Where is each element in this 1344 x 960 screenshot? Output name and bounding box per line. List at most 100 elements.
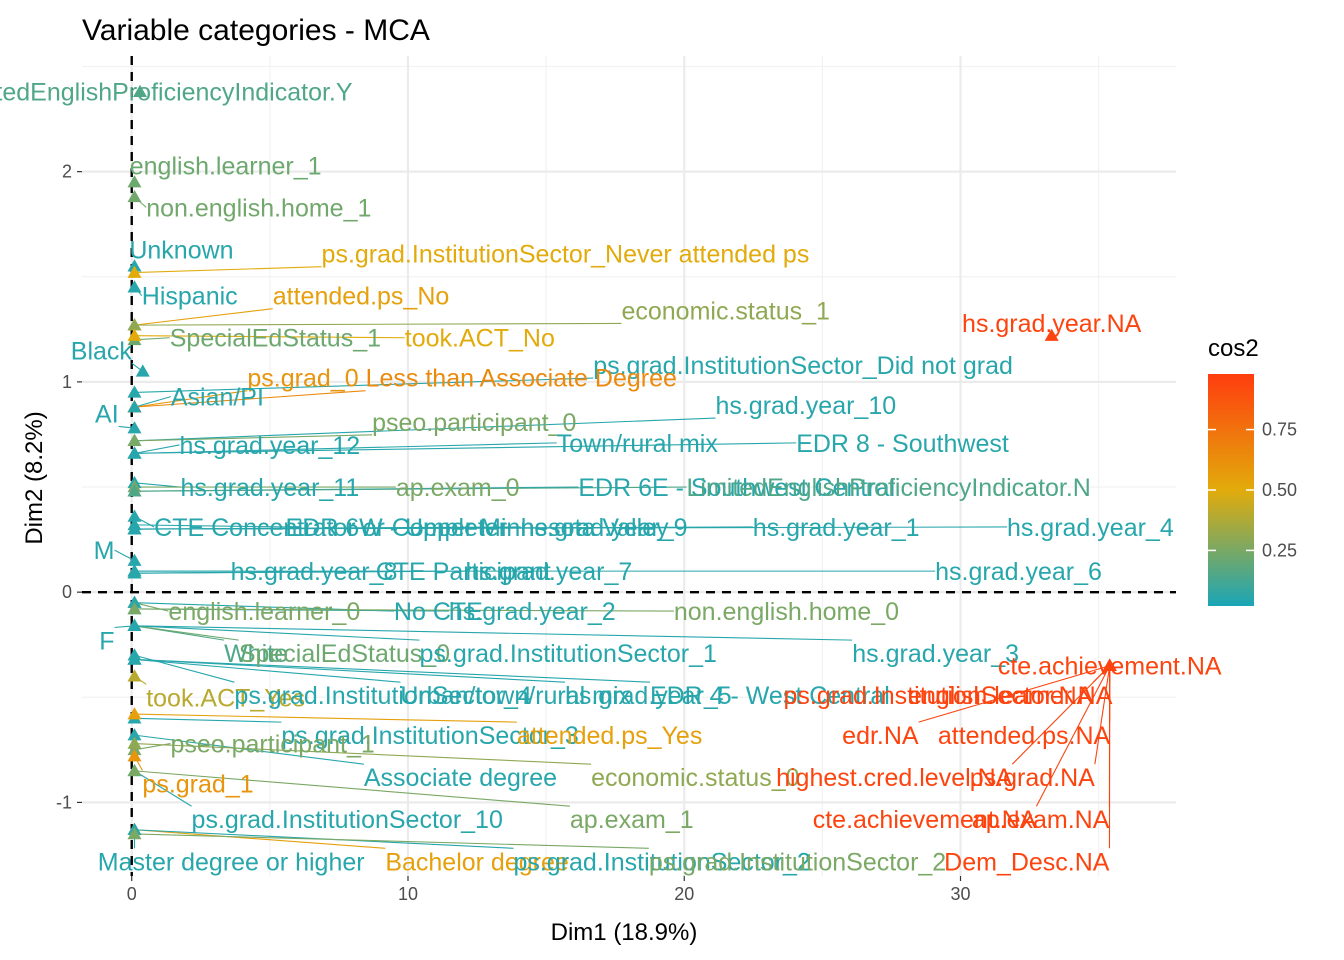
label-hs.grad.year_7: hs.grad.year_7 — [465, 558, 632, 586]
point-non.english.home_0 — [127, 601, 142, 615]
label-hs.grad.year_9: hs.grad.year_9 — [521, 514, 688, 542]
point-No CTE — [127, 595, 142, 608]
label-non.english.home_1: non.english.home_1 — [146, 194, 371, 222]
label-hs.grad.year_11: hs.grad.year_11 — [180, 474, 359, 502]
label-hs.grad.year_4: hs.grad.year_4 — [1007, 514, 1174, 542]
point-LimitedEnglishProficiencyIndicator.N — [127, 484, 142, 497]
label-hs.grad.year_3: hs.grad.year_3 — [852, 640, 1019, 668]
chart-title: Variable categories - MCA — [82, 14, 430, 47]
label-ps.grad.InstitutionSector_Did not grad: ps.grad.InstitutionSector_Did not grad — [593, 352, 1013, 380]
connector-LimitedEnglishProficiencyIndicator.N — [134, 486, 687, 492]
point-Associate degree — [127, 728, 142, 741]
point-economic.status_0 — [127, 736, 142, 749]
label-ps.grad.InstitutionSector_Never attended ps: ps.grad.InstitutionSector_Never attended… — [322, 241, 810, 269]
label-cte.achievement.NA: cte.achievement.NA — [813, 806, 1037, 834]
label-SpecialEdStatus_1: SpecialEdStatus_1 — [170, 325, 381, 353]
connector-pseo.participant_0 — [134, 434, 373, 442]
label-hs.grad.year_1: hs.grad.year_1 — [753, 514, 920, 542]
label-ps.grad.InstitutionSector_4: ps.grad.InstitutionSector_4 — [234, 682, 531, 710]
connector-non.english.home_0 — [134, 608, 674, 612]
x-tick-label: 10 — [398, 884, 418, 904]
label-hs.grad.year_5: hs.grad.year_5 — [565, 682, 732, 710]
connector-economic.status_0 — [134, 742, 592, 765]
point-hs.grad.year_4 — [127, 522, 142, 535]
connector-took.ACT_No — [134, 335, 405, 339]
connector-hs.grad.year_4 — [134, 526, 1007, 530]
x-tick-label: 30 — [950, 884, 970, 904]
label-non.english.home_0: non.english.home_0 — [674, 598, 899, 626]
label-Associate degree: Associate degree — [364, 764, 557, 792]
point-ap.exam_1 — [127, 763, 142, 777]
connector-ps.grad_0 — [134, 390, 248, 408]
point-Asian/PI — [127, 400, 142, 413]
point-Dem_Desc.NA — [1102, 658, 1117, 671]
legend-tick-label: 0.75 — [1262, 420, 1297, 440]
connector-ps.grad.InstitutionSector_Did not grad — [134, 377, 594, 393]
connector-hs.grad.year_5 — [134, 658, 565, 683]
label-pseo.participant_0: pseo.participant_0 — [372, 409, 576, 437]
label-ap.exam_1: ap.exam_1 — [570, 806, 694, 834]
label-attended.ps.NA: attended.ps.NA — [938, 722, 1111, 750]
connector-ps.grad.NA — [1094, 665, 1111, 765]
point-AI — [127, 421, 142, 434]
point-EDR 8 - Southwest — [127, 446, 142, 459]
label-ap.exam_0: ap.exam_0 — [396, 474, 520, 502]
label-ps.grad.InstitutionSector_1: ps.grad.InstitutionSector_1 — [420, 640, 717, 668]
point-attended.ps_Yes — [127, 707, 142, 720]
plot-panel: LimitedEnglishProficiencyIndicator.Y engl… — [0, 56, 1222, 876]
point-ps.grad.InstitutionSector_2 — [127, 826, 142, 840]
label-ps.grad_1: ps.grad_1 — [142, 770, 253, 798]
x-axis-title: Dim1 (18.9%) — [551, 919, 698, 946]
label-Black: Black — [71, 337, 133, 365]
point-took.ACT_No — [127, 328, 142, 341]
connector-layer — [114, 178, 1111, 849]
label-pseo.participant_1: pseo.participant_1 — [170, 731, 374, 759]
label-Bachelor degree: Bachelor degree — [385, 848, 568, 876]
connector-ap.exam_1 — [134, 770, 570, 807]
connector-attended.ps_Yes — [134, 713, 517, 723]
label-LimitedEnglishProficiencyIndicator.N: LimitedEnglishProficiencyIndicator.N — [687, 474, 1091, 502]
legend-tick-label: 0.25 — [1262, 540, 1297, 560]
connector-hs.grad.year_3 — [134, 625, 853, 641]
label-hs.grad.year_6: hs.grad.year_6 — [935, 558, 1102, 586]
label-LimitedEnglishProficiencyIndicator.Y: LimitedEnglishProficiencyIndicator.Y — [0, 79, 353, 107]
connector-hs.grad.year_12 — [134, 444, 180, 454]
point-pseo.participant_1 — [127, 742, 142, 756]
connector-EDR 8 - Southwest — [134, 442, 797, 454]
point-Hispanic — [127, 280, 142, 293]
label-ps.grad.InstitutionSector_3: ps.grad.InstitutionSector_3 — [281, 722, 578, 750]
point-hs.grad.year_3 — [127, 618, 142, 632]
label-attended.ps_Yes: attended.ps_Yes — [517, 722, 702, 750]
label-english.learner_0: english.learner_0 — [168, 598, 360, 626]
connector-Less than Associate Degree — [134, 390, 366, 408]
point-non.english.home_1 — [127, 189, 142, 203]
x-tick-label: 0 — [127, 884, 137, 904]
y-axis-title: Dim2 (8.2%) — [21, 411, 48, 544]
label-hs.grad.year_2: hs.grad.year_2 — [449, 598, 616, 626]
connector-attended.ps_No — [134, 308, 273, 326]
label-Town/rural mix: Town/rural mix — [557, 430, 719, 458]
label-Master degree or higher: Master degree or higher — [98, 848, 365, 876]
label-hs.grad.year_10: hs.grad.year_10 — [715, 392, 896, 420]
connector-ps.grad.InstitutionSector_Never attended ps — [134, 266, 322, 274]
label-CTE Participant: CTE Participant — [376, 558, 551, 586]
label-ap.exam.NA: ap.exam.NA — [972, 806, 1110, 834]
label-F: F — [99, 628, 114, 656]
connector-Asian/PI — [134, 396, 171, 408]
label-EDR 6W - Upper Minnesota Valley: EDR 6W - Upper Minnesota Valley — [286, 514, 670, 542]
label-highest.cred.level.NA: highest.cred.level.NA — [776, 764, 1013, 792]
label-cte.achievement.NA: cte.achievement.NA — [998, 653, 1222, 681]
label-White: White — [224, 640, 288, 668]
y-tick-label: 0 — [62, 582, 72, 602]
x-tick-label: 20 — [674, 884, 694, 904]
label-took.ACT_No: took.ACT_No — [405, 325, 555, 353]
point-took.ACT_Yes — [127, 669, 142, 682]
label-attended.ps_No: attended.ps_No — [273, 283, 450, 311]
connector-highest.cred.level.NA — [1011, 665, 1111, 765]
connector-EDR 4 - West Central — [134, 658, 650, 683]
label-ps.grad.InstitutionSector.NA: ps.grad.InstitutionSector.NA — [783, 682, 1093, 710]
y-tick-label: 1 — [62, 372, 72, 392]
connector-ps.grad.InstitutionSector_1 — [134, 625, 420, 641]
connector-Urban/town/rural mix — [134, 658, 401, 683]
connector-M — [114, 549, 135, 562]
